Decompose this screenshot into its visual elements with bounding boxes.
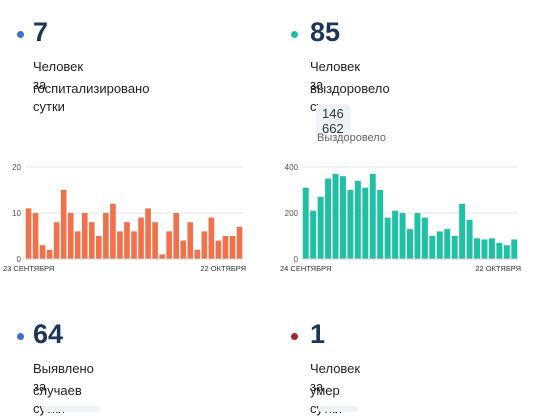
recovered-bar [481,239,488,259]
hospitalized-bar [46,249,53,259]
deaths-total-badge [318,406,358,412]
hospitalized-bar [138,217,144,259]
hospitalized-bar [81,213,88,259]
recovered-bar [444,229,451,259]
hospitalized-dot [17,31,24,38]
recovered-bar [384,217,391,259]
recovered-bar [414,213,421,259]
hospitalized-bar [74,231,81,259]
hospitalized-bar [194,249,201,259]
recovered-bar [459,203,466,259]
hospitalized-bar [60,190,67,259]
hospitalized-bar [236,226,243,259]
hospitalized-bar [117,231,123,259]
hospitalized-bar [229,236,236,259]
hospitalized-ytick-label: 10 [12,209,21,218]
recovered-bar [347,190,354,259]
hospitalized-bar [201,231,208,259]
recovered-chart: 0 200 400 24 СЕНТЯБРЯ 22 ОКТЯБРЯ [280,163,521,273]
recovered-bar [325,178,332,259]
recovered-xlabel-start: 24 СЕНТЯБРЯ [280,264,331,273]
recovered-bar [392,210,399,259]
recovered-total-badge: 146 662 [316,104,350,138]
hospitalized-bar [67,213,74,259]
deaths-period: за сутки [310,379,342,416]
recovered-bar [332,173,339,259]
recovered-label: Человек выздоровело [310,59,390,96]
recovered-bar [317,196,324,259]
recovered-number: 85 [310,17,341,47]
recovered-bar [429,236,436,259]
cases-period: за сутки [33,379,65,416]
recovered-ytick-label: 400 [285,163,299,172]
recovered-total-label: Выздоровело [317,132,386,144]
recovered-bar [474,238,481,259]
deaths-dot [291,333,298,340]
hospitalized-bar [53,222,60,259]
hospitalized-ytick-label: 20 [12,163,21,172]
recovered-bar [310,210,317,259]
hospitalized-ytick-label: 0 [17,255,22,264]
hospitalized-label: Человек госпитализировано [33,59,150,96]
cases-total-badge [42,406,100,412]
hospitalized-bar [103,213,109,259]
deaths-label: Человек умер [310,361,361,398]
recovered-bar [421,217,428,259]
recovered-dot [291,31,298,38]
recovered-bar [377,190,384,259]
deaths-number: 1 [310,319,326,349]
hospitalized-bar [145,208,151,259]
hospitalized-bar [152,222,158,259]
recovered-bar [436,231,443,259]
recovered-bar [362,187,369,259]
hospitalized-bar [25,208,32,259]
hospitalized-bar [222,236,229,259]
hospitalized-bar [88,222,95,259]
recovered-bar [511,239,518,259]
recovered-bar [451,236,458,259]
recovered-bar [466,219,473,259]
hospitalized-bar [173,213,180,259]
hospitalized-bar [187,222,194,259]
hospitalized-xlabel-start: 23 СЕНТЯБРЯ [3,264,54,273]
recovered-bar [302,187,309,259]
recovered-xlabel-end: 22 ОКТЯБРЯ [475,264,521,273]
cases-dot [17,333,24,340]
hospitalized-number: 7 [33,17,49,47]
hospitalized-bar [208,217,215,259]
hospitalized-bar [166,231,172,259]
hospitalized-bar [131,231,137,259]
recovered-bar [339,176,346,259]
hospitalized-period: за сутки [33,77,65,114]
recovered-ytick-label: 0 [294,255,299,264]
hospitalized-bar [180,240,187,259]
recovered-bar [399,213,406,259]
recovered-bar [369,173,376,259]
hospitalized-bar [96,236,102,259]
recovered-bar [496,242,503,259]
recovered-ytick-label: 200 [285,209,299,218]
recovered-bar [503,245,510,259]
recovered-bar [488,238,495,259]
recovered-bar [354,180,361,259]
cases-number: 64 [33,319,64,349]
hospitalized-bar [39,245,46,259]
hospitalized-bar [110,203,116,259]
hospitalized-bar [215,240,222,259]
hospitalized-chart: 0 10 20 23 СЕНТЯБРЯ 22 ОКТЯБРЯ [3,163,246,273]
hospitalized-xlabel-end: 22 ОКТЯБРЯ [200,264,246,273]
cases-label: Выявлено случаев [33,361,94,398]
hospitalized-bar [32,213,39,259]
hospitalized-bar [159,254,165,259]
recovered-bar [407,229,413,259]
hospitalized-bar [124,222,130,259]
